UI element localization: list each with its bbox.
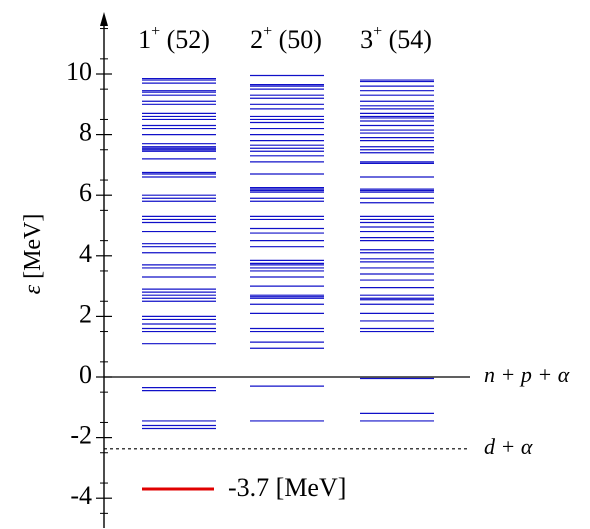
threshold-label-d-alpha: d + α xyxy=(484,434,533,459)
y-tick-label: 0 xyxy=(79,360,92,389)
header-parity: + xyxy=(151,23,160,40)
level-column-2+ xyxy=(250,74,324,422)
header-count: (50) xyxy=(272,25,322,54)
y-axis-unit: [MeV] xyxy=(20,214,46,279)
header-spin: 2 xyxy=(250,25,263,54)
header-parity: + xyxy=(373,23,382,40)
legend-label: -3.7 [MeV] xyxy=(228,473,346,502)
y-tick-label: -2 xyxy=(70,421,92,450)
column-header: 2+ (50) xyxy=(250,23,322,54)
column-header: 3+ (54) xyxy=(360,23,432,54)
y-tick-label: 6 xyxy=(79,178,92,207)
level-column-1+ xyxy=(142,77,216,430)
y-axis-symbol: ε xyxy=(20,279,46,294)
column-headers: 1+ (52) 2+ (50) 3+ (54) xyxy=(138,23,432,54)
y-axis-label: ε [MeV] xyxy=(20,214,46,295)
y-tick-label: 2 xyxy=(79,299,92,328)
column-header: 1+ (52) xyxy=(138,23,210,54)
y-axis-arrow-icon xyxy=(100,12,108,26)
y-tick-label: 10 xyxy=(66,57,92,86)
threshold-lines: n + p + α d + α xyxy=(104,362,570,459)
legend: -3.7 [MeV] xyxy=(142,473,346,502)
y-tick-label: 4 xyxy=(79,239,92,268)
y-axis: -4 -2 0 2 4 6 8 10 xyxy=(66,12,112,528)
level-column-3+ xyxy=(360,79,434,422)
y-tick-label: -4 xyxy=(70,481,92,510)
header-spin: 3 xyxy=(360,25,373,54)
header-count: (52) xyxy=(160,25,210,54)
threshold-label-npa: n + p + α xyxy=(484,362,570,387)
header-spin: 1 xyxy=(138,25,151,54)
level-columns xyxy=(142,74,434,430)
header-parity: + xyxy=(263,23,272,40)
y-tick-label: 8 xyxy=(79,118,92,147)
header-count: (54) xyxy=(382,25,432,54)
